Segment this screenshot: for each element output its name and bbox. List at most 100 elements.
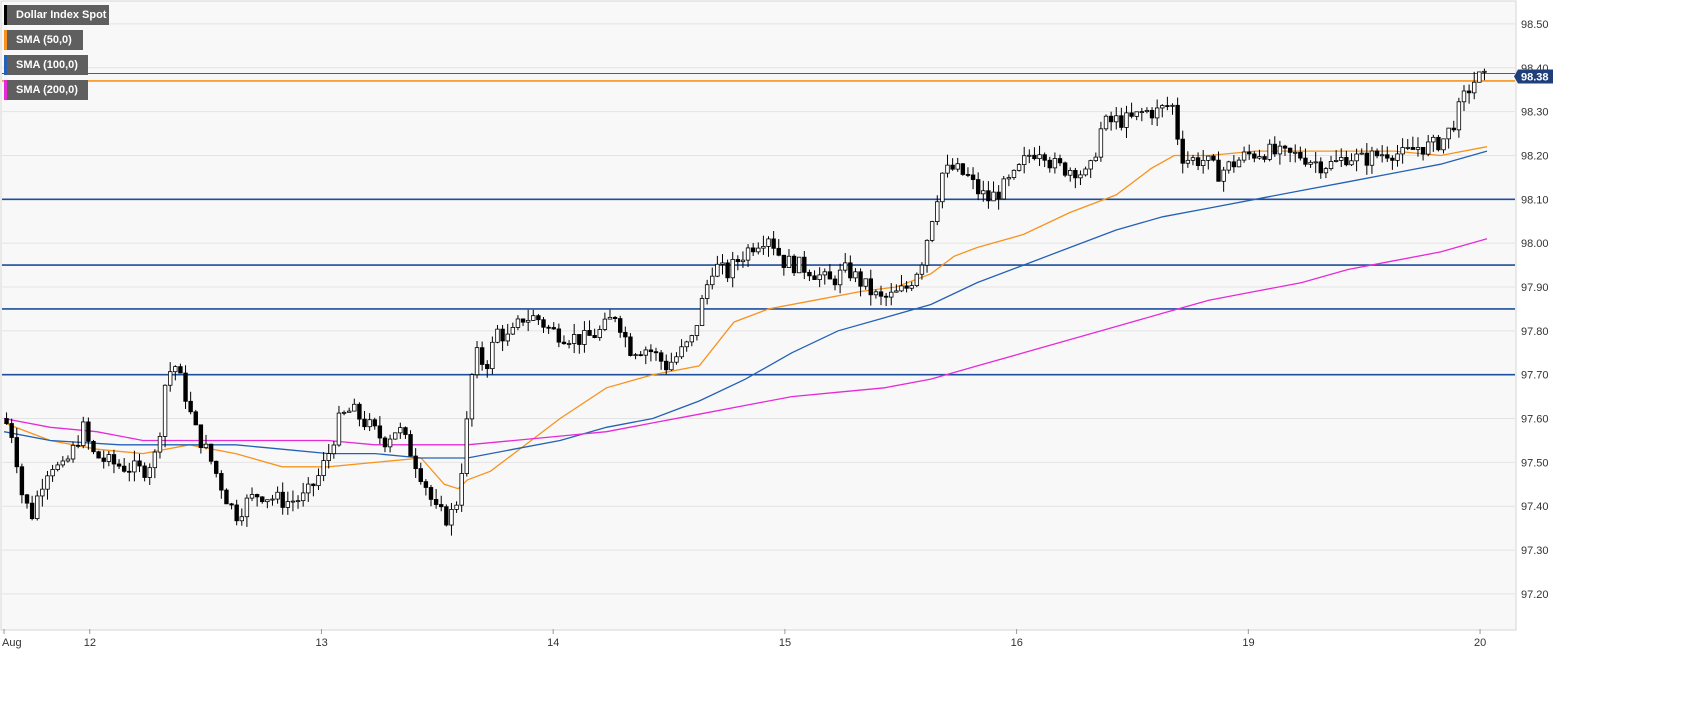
candle [40, 478, 45, 507]
candle [633, 353, 638, 360]
y-tick-label: 97.90 [1521, 282, 1549, 294]
candle-body [449, 509, 454, 526]
candle-body [1400, 147, 1405, 155]
candle-body [1477, 71, 1482, 83]
candle-body [423, 481, 429, 488]
candle [679, 339, 684, 359]
candle-body [367, 419, 372, 428]
candle-body [193, 411, 198, 426]
candle [1185, 151, 1191, 168]
candle-body [444, 506, 449, 526]
candle-body [531, 315, 536, 321]
candle-body [352, 403, 357, 412]
candle [817, 267, 822, 288]
legend-item-sma-100[interactable]: SMA (100,0) [4, 55, 88, 75]
legend-swatch-sma-100 [4, 55, 7, 75]
candle [791, 254, 797, 276]
candle [1160, 104, 1165, 118]
legend-item-sma-200[interactable]: SMA (200,0) [4, 80, 88, 100]
candle-body [40, 488, 45, 497]
candle [1257, 149, 1262, 160]
candle-body [357, 403, 362, 420]
candle [505, 323, 510, 346]
legend-swatch-sma-200 [4, 80, 7, 100]
candle [1420, 146, 1426, 161]
candle-body [1216, 159, 1221, 182]
candle-body [1262, 156, 1267, 160]
candle [60, 456, 66, 468]
candle-body [1420, 146, 1426, 155]
candle-body [4, 418, 9, 424]
candle-body [955, 163, 960, 170]
candle-body [1395, 153, 1400, 161]
candle [469, 373, 475, 427]
candle [127, 462, 132, 482]
candle [623, 326, 628, 348]
candle [1144, 107, 1150, 114]
candle [1328, 155, 1334, 171]
candle [178, 363, 183, 374]
candle-body [1303, 157, 1308, 165]
x-axis: Aug 12 13 14 15 16 19 20 [2, 629, 1486, 649]
legend-item-dollar-index-spot[interactable]: Dollar Index Spot [4, 5, 109, 25]
candle [1379, 145, 1385, 163]
candle [710, 267, 715, 290]
candle-body [1016, 164, 1022, 171]
candle-body [81, 421, 86, 447]
candle [699, 294, 705, 326]
candle [909, 281, 914, 291]
candle-body [1282, 145, 1288, 149]
candle-body [1472, 81, 1477, 94]
candle-body [9, 423, 14, 438]
candle-body [270, 498, 275, 501]
candle-body [495, 328, 500, 343]
legend-label: SMA (50,0) [16, 34, 72, 46]
candle [372, 417, 377, 430]
candle [260, 496, 265, 504]
candle [802, 250, 807, 280]
candle [531, 309, 536, 321]
candle-body [1103, 115, 1109, 130]
candle [1027, 149, 1032, 164]
candle [449, 502, 454, 536]
candle-body [1006, 177, 1012, 180]
candle [1108, 111, 1114, 131]
candle [485, 360, 490, 378]
candle [1461, 85, 1467, 112]
candle-body [1108, 115, 1114, 123]
candle [1170, 103, 1175, 115]
candle-body [674, 356, 679, 363]
sma-line-sma100 [3, 150, 1488, 459]
candle [137, 453, 142, 473]
candle-body [382, 437, 388, 448]
candle-body [832, 278, 838, 286]
candle [1052, 152, 1058, 174]
candle [1022, 146, 1027, 174]
candle [771, 230, 776, 256]
candle [1216, 151, 1221, 182]
candle [45, 470, 50, 500]
candle-body [1170, 104, 1175, 107]
candle-body [336, 412, 342, 446]
candle-body [607, 316, 613, 320]
candle-body [1369, 150, 1375, 166]
candle [858, 268, 863, 297]
candle-body [1425, 141, 1431, 155]
candle [899, 275, 904, 293]
candle-body [469, 374, 475, 420]
candle [740, 251, 746, 268]
candle-body [868, 278, 873, 296]
candle [341, 410, 347, 416]
candle-body [1200, 159, 1206, 166]
candle [1032, 147, 1037, 161]
candle [55, 461, 60, 472]
candle-body [479, 347, 485, 365]
candle [704, 279, 710, 305]
candle [249, 487, 255, 502]
legend-item-sma-50[interactable]: SMA (50,0) [4, 30, 83, 50]
candle [1410, 136, 1416, 150]
candle-body [244, 497, 250, 518]
candle-body [786, 255, 792, 268]
candle-body [551, 327, 556, 330]
candle [193, 409, 198, 426]
